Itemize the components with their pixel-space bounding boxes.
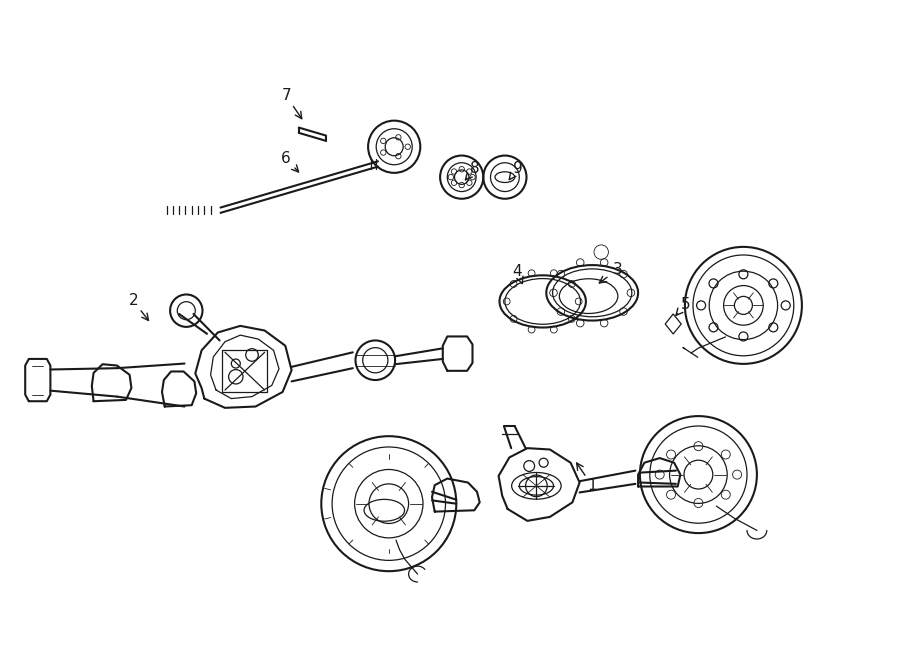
Text: 8: 8 <box>471 161 480 176</box>
Text: 2: 2 <box>129 293 138 308</box>
Text: 6: 6 <box>282 151 291 166</box>
Text: 9: 9 <box>513 161 522 176</box>
Text: 7: 7 <box>282 89 291 103</box>
Text: 3: 3 <box>613 262 622 277</box>
Text: 5: 5 <box>681 297 690 311</box>
Text: 4: 4 <box>513 264 522 278</box>
Text: 1: 1 <box>588 479 597 493</box>
